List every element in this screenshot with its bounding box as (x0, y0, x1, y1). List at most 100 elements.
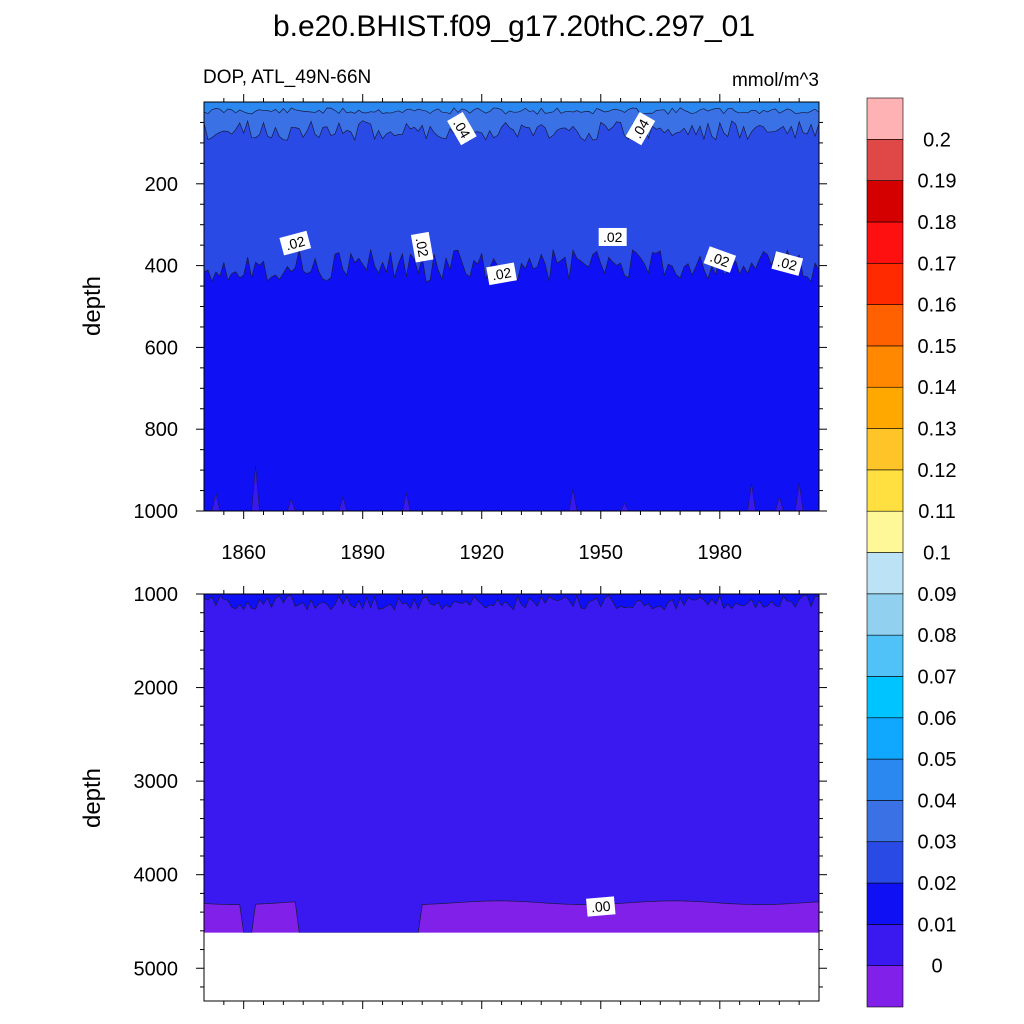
contour-label: .02 (486, 262, 517, 286)
x-tick-label: 1890 (340, 542, 385, 564)
colorbar-label: 0.19 (918, 171, 957, 193)
contour-spike (338, 496, 348, 511)
contour-band (204, 120, 819, 282)
colorbar-label: 0.07 (918, 666, 957, 688)
colorbar-label: 0.06 (918, 708, 957, 730)
colorbar-label: 0.11 (918, 501, 955, 523)
colorbar-swatch (866, 634, 904, 677)
contour-label-box (447, 111, 477, 146)
y-tick-label: 1000 (134, 501, 179, 523)
contour-label: .00 (586, 896, 616, 917)
no-data-region (204, 932, 819, 1001)
contour-label: .02 (410, 231, 434, 263)
contour-label-box (279, 230, 312, 256)
y-tick-label: 3000 (134, 771, 179, 793)
y-tick-label: 2000 (134, 678, 179, 700)
colorbar-swatch (866, 221, 904, 264)
contour-label: .02 (279, 230, 312, 256)
contour-line (204, 594, 819, 611)
contour-band (204, 249, 819, 511)
contour-label-box (703, 246, 737, 273)
contour-label-box (625, 111, 656, 146)
colorbar-label: 0.04 (918, 790, 957, 812)
colorbar-label: 0.14 (918, 377, 957, 399)
contour-band (204, 594, 819, 933)
colorbar-label: 0.13 (918, 419, 957, 441)
colorbar-swatch (866, 345, 904, 388)
colorbar-label: 0.12 (918, 460, 957, 482)
contour-spike (747, 482, 756, 511)
colorbar-swatch (866, 386, 904, 429)
contour-label-box (410, 231, 434, 263)
x-tick-label: 1950 (579, 542, 624, 564)
colorbar-label: 0.17 (918, 253, 957, 275)
colorbar-label: 0.2 (923, 129, 951, 151)
contour-label-box (586, 896, 616, 917)
colorbar-swatch (866, 97, 904, 140)
contour-line (204, 119, 819, 142)
units-label: mmol/m^3 (732, 70, 819, 91)
y-tick-label: 400 (145, 256, 178, 278)
colorbar-swatch (866, 593, 904, 636)
x-tick-label: 1860 (221, 542, 266, 564)
top-contour-fill (204, 102, 819, 511)
bottom-panel: 1000 2000 3000 4000 5000 .00 (134, 584, 827, 1005)
variable-label: DOP, ATL_49N-66N (203, 67, 371, 88)
contour-label: .04 (625, 111, 656, 146)
colorbar-label: 0 (931, 956, 942, 978)
contour-label: .04 (447, 111, 477, 146)
colorbar-swatch (866, 304, 904, 347)
colorbar-swatch (866, 428, 904, 471)
contour-label-text: .02 (491, 264, 513, 283)
colorbar-swatch (866, 552, 904, 595)
contour-label-box (598, 227, 627, 246)
contour-spike (794, 482, 804, 511)
colorbar-label: 0.18 (918, 212, 957, 234)
y-tick-label: 800 (145, 419, 178, 441)
colorbar-label: 0.08 (918, 625, 957, 647)
colorbar-label: 0.02 (918, 873, 957, 895)
bottom-plot-frame (203, 593, 820, 1002)
colorbar-swatch (866, 676, 904, 719)
colorbar-swatch (866, 262, 904, 305)
contour-label-box (486, 262, 517, 286)
contour-label-text: .02 (708, 249, 732, 271)
colorbar-swatch (866, 139, 904, 181)
contour-spike (402, 492, 411, 511)
y-tick-label: 1000 (134, 584, 179, 606)
contour-spike (211, 492, 221, 511)
colorbar-swatch (866, 758, 904, 801)
x-axis-ticks: 1860 1890 1920 1950 1980 (221, 94, 800, 1009)
contour-label-text: .00 (590, 898, 611, 916)
top-panel: 200 400 600 800 1000 .04 .04 .02 .02 .02 .02 .02 .02 (134, 101, 827, 523)
colorbar-swatch (866, 717, 904, 760)
contour-spike (287, 498, 296, 511)
colorbar: 0 0.01 0.02 0.03 0.04 0.05 0.06 0.07 0.08 0.09 0.1… (866, 97, 957, 1008)
contour-spike (568, 488, 578, 511)
contour-band (204, 900, 819, 933)
colorbar-swatch (866, 841, 904, 884)
bottom-contour-fill (204, 594, 819, 1001)
chart-title: b.e20.BHIST.f09_g17.20thC.297_01 (273, 10, 755, 43)
x-tick-label: 1980 (698, 542, 743, 564)
contour-spike (775, 496, 784, 511)
contour-label-text: .02 (413, 236, 432, 258)
contour-label: .02 (771, 251, 804, 276)
x-tick-label: 1920 (459, 542, 504, 564)
contour-band (204, 107, 819, 141)
bottom-y-axis-label: depth (79, 768, 106, 828)
y-tick-label: 600 (145, 337, 178, 359)
y-tick-label: 200 (145, 174, 178, 196)
contour-label-text: .02 (284, 233, 307, 254)
contour-spike (251, 465, 260, 511)
colorbar-swatch (866, 965, 904, 1008)
colorbar-label: 0.16 (918, 295, 957, 317)
top-y-axis-label: depth (79, 276, 106, 336)
colorbar-swatch (866, 469, 904, 512)
colorbar-swatch (866, 510, 904, 553)
contour-label: .02 (703, 246, 737, 273)
colorbar-label: 0.01 (918, 914, 957, 936)
contour-label-box (771, 251, 804, 276)
colorbar-swatch (866, 800, 904, 843)
